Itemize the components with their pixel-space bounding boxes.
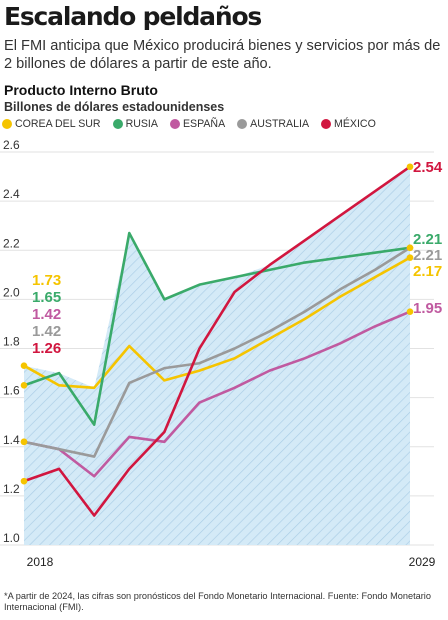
y-tick-label: 1.4 — [3, 433, 20, 447]
start-value-label-australia: 1.42 — [32, 323, 61, 340]
data-point-corea-del-sur — [406, 254, 414, 261]
legend-swatch-espana — [169, 119, 180, 129]
legend-swatch-australia — [237, 119, 248, 129]
series-line-mexico — [22, 165, 412, 517]
end-value-label-corea-del-sur: 2.17 — [413, 263, 442, 280]
y-tick-label: 1.8 — [3, 335, 20, 349]
data-point-australia — [20, 438, 28, 446]
y-tick-label: 1.2 — [3, 482, 20, 496]
legend-label-mexico: MÉXICO — [334, 118, 376, 130]
end-value-label-espana: 1.95 — [413, 300, 442, 317]
start-value-label-rusia: 1.65 — [32, 289, 61, 306]
footnote: *A partir de 2024, las cifras son pronós… — [4, 591, 431, 612]
start-value-label-corea-del-sur: 1.73 — [32, 272, 61, 289]
start-value-label-espana: 1.42 — [32, 306, 61, 323]
series-lines — [20, 163, 414, 517]
value-labels: 1.73 2.17 1.65 2.21 1.42 1.95 1.42 2.21 1.26 2.54 — [32, 159, 443, 357]
y-axis-unit-label: Billones de dólares estadounidenses — [4, 100, 225, 114]
data-point-rusia — [20, 382, 28, 389]
x-tick-label: 2018 — [27, 555, 54, 569]
legend-item-espana: ESPAÑA — [169, 118, 226, 130]
data-point-mexico — [406, 163, 414, 171]
legend: COREA DEL SUR RUSIA ESPAÑA AUSTRALIA MÉX… — [2, 118, 448, 130]
end-value-label-australia: 2.21 — [413, 247, 442, 264]
legend-label-espana: ESPAÑA — [182, 118, 226, 130]
series-line-corea-del-sur — [22, 256, 412, 390]
legend-label-corea-del-sur: COREA DEL SUR — [15, 118, 101, 130]
legend-item-corea-del-sur: COREA DEL SUR — [2, 118, 101, 130]
axes: 2018 2029 — [27, 555, 436, 569]
end-value-label-rusia: 2.21 — [413, 231, 442, 248]
legend-swatch-mexico — [321, 119, 332, 129]
y-tick-label: 1.6 — [3, 384, 20, 398]
data-point-corea-del-sur — [20, 362, 28, 369]
legend-item-mexico: MÉXICO — [321, 118, 376, 130]
x-tick-label: 2029 — [409, 555, 436, 569]
subheadline: El FMI anticipa que México producirá bie… — [4, 38, 441, 72]
legend-item-australia: AUSTRALIA — [237, 118, 309, 130]
y-tick-label: 2.6 — [3, 138, 20, 152]
headline: Escalando peldaños — [4, 2, 262, 31]
series-line-espana — [22, 310, 412, 478]
chart-title: Producto Interno Bruto — [4, 82, 158, 98]
data-point-espana — [406, 308, 414, 315]
end-value-label-mexico: 2.54 — [413, 159, 443, 176]
legend-label-australia: AUSTRALIA — [250, 118, 310, 130]
y-tick-label: 2.0 — [3, 285, 20, 299]
y-tick-label: 2.2 — [3, 236, 20, 250]
y-tick-label: 2.4 — [3, 187, 20, 201]
series-line-australia — [22, 246, 412, 458]
series-line-rusia — [22, 231, 412, 426]
y-tick-label: 1.0 — [3, 531, 20, 545]
start-value-label-mexico: 1.26 — [32, 340, 61, 357]
legend-swatch-corea-del-sur — [2, 119, 12, 129]
legend-label-rusia: RUSIA — [125, 118, 158, 130]
legend-item-rusia: RUSIA — [112, 118, 158, 130]
data-point-mexico — [20, 477, 28, 485]
data-point-australia — [406, 244, 414, 252]
legend-swatch-rusia — [112, 119, 123, 129]
